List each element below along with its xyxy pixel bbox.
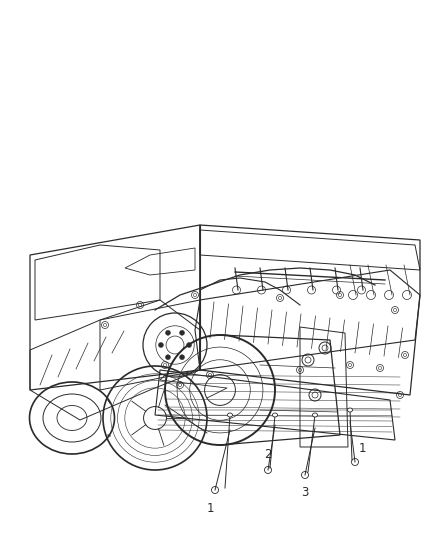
Ellipse shape: [227, 413, 233, 417]
Circle shape: [180, 330, 184, 335]
Circle shape: [166, 330, 170, 335]
Text: 1: 1: [358, 441, 366, 455]
Circle shape: [166, 354, 170, 360]
Text: 3: 3: [301, 486, 309, 498]
Circle shape: [187, 343, 191, 348]
Ellipse shape: [272, 413, 278, 417]
Ellipse shape: [312, 413, 318, 417]
Text: 2: 2: [264, 448, 272, 462]
Circle shape: [180, 354, 184, 360]
Text: 1: 1: [206, 502, 214, 514]
Circle shape: [159, 343, 163, 348]
Ellipse shape: [347, 408, 353, 412]
